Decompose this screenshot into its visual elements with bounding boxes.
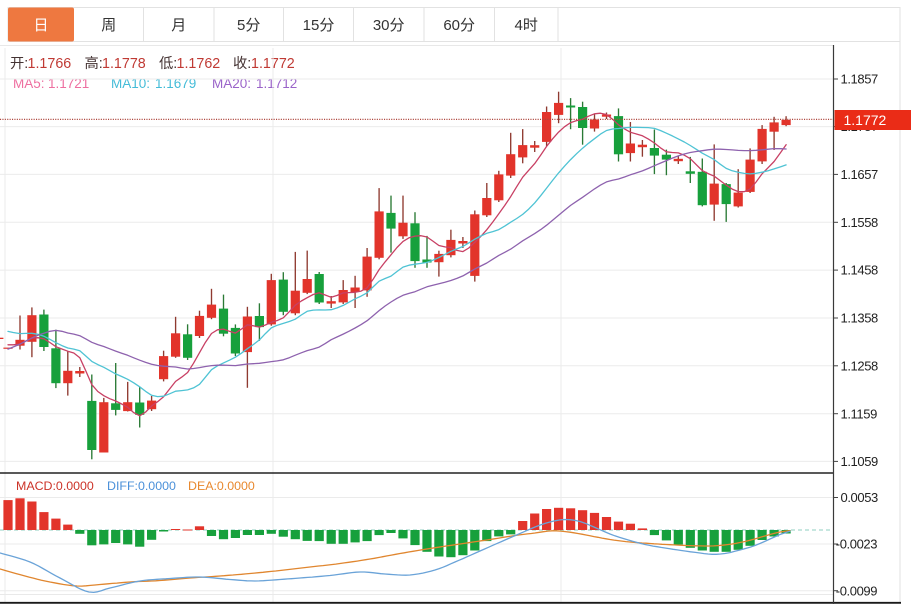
svg-text:MA20:: MA20: [212, 76, 251, 91]
svg-text:1.1721: 1.1721 [48, 76, 89, 91]
svg-text:1.1558: 1.1558 [841, 215, 879, 230]
svg-text:低:: 低: [159, 55, 177, 72]
svg-text:1.1679: 1.1679 [155, 76, 196, 91]
svg-text:1.1762: 1.1762 [177, 56, 221, 72]
svg-text:1.1857: 1.1857 [841, 72, 879, 87]
svg-text:MA5:: MA5: [13, 76, 45, 91]
svg-text:1.1712: 1.1712 [256, 76, 297, 91]
svg-text:1.1772: 1.1772 [844, 112, 887, 128]
svg-text:30分: 30分 [373, 17, 405, 34]
svg-text:1.1458: 1.1458 [841, 263, 879, 278]
svg-text:15分: 15分 [303, 17, 335, 34]
svg-text:1.1258: 1.1258 [841, 358, 879, 373]
svg-text:MA10:: MA10: [111, 76, 150, 91]
svg-text:4时: 4时 [515, 17, 538, 34]
svg-text:月: 月 [171, 17, 186, 34]
svg-text:5分: 5分 [237, 17, 260, 34]
svg-text:1.1657: 1.1657 [841, 167, 879, 182]
svg-text:周: 周 [101, 17, 116, 34]
svg-text:DIFF:0.0000: DIFF:0.0000 [107, 479, 176, 493]
svg-text:DEA:0.0000: DEA:0.0000 [188, 479, 255, 493]
svg-text:-0.0023: -0.0023 [836, 537, 877, 552]
svg-text:-0.0099: -0.0099 [836, 583, 877, 598]
svg-text:60分: 60分 [443, 17, 475, 34]
svg-text:1.1358: 1.1358 [841, 311, 879, 326]
svg-text:1.1778: 1.1778 [102, 56, 146, 72]
svg-text:1.1159: 1.1159 [841, 406, 878, 421]
svg-text:MACD:0.0000: MACD:0.0000 [16, 479, 94, 493]
svg-text:1.1766: 1.1766 [28, 56, 72, 72]
svg-text:1.1059: 1.1059 [841, 454, 879, 469]
svg-text:开:: 开: [10, 56, 28, 72]
svg-text:收:: 收: [233, 55, 251, 72]
svg-text:高:: 高: [85, 55, 103, 72]
svg-text:日: 日 [33, 17, 48, 34]
svg-text:0.0053: 0.0053 [841, 490, 879, 505]
